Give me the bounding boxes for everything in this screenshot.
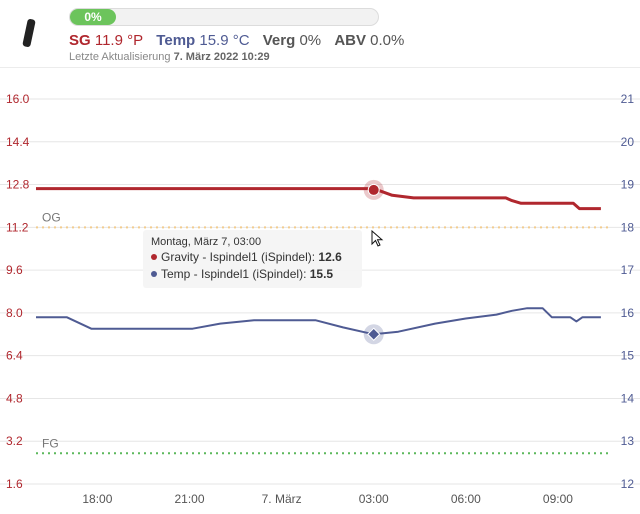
fermentation-progress-bar: 0% (69, 8, 379, 26)
y-right-tick-label: 13 (621, 434, 635, 448)
y-left-tick-label: 1.6 (6, 477, 23, 491)
tooltip-row-temp: Temp - Ispindel1 (iSpindel): 15.5 (151, 267, 333, 281)
y-left-tick-label: 16.0 (6, 92, 30, 106)
y-left-tick-label: 6.4 (6, 349, 23, 363)
y-left-tick-label: 14.4 (6, 135, 30, 149)
chart-tooltip: Montag, März 7, 03:00 Gravity - Ispindel… (143, 230, 362, 288)
stat-abv: ABV 0.0% (334, 32, 405, 49)
y-right-tick-label: 19 (621, 178, 635, 192)
tooltip-title: Montag, März 7, 03:00 (151, 236, 262, 248)
x-tick-label: 18:00 (82, 492, 112, 506)
temp-series-line (36, 307, 601, 336)
x-tick-label: 06:00 (451, 492, 481, 506)
stats-line: SG 11.9 °P Temp 15.9 °C Verg 0% ABV 0.0% (69, 32, 413, 49)
y-left-tick-label: 8.0 (6, 306, 23, 320)
hydrometer-icon (22, 19, 36, 47)
last-updated: Letzte Aktualisierung 7. März 2022 10:29 (69, 51, 270, 63)
y-left-tick-label: 3.2 (6, 434, 23, 448)
x-tick-label: 09:00 (543, 492, 573, 506)
x-tick-label: 03:00 (359, 492, 389, 506)
reference-label-fg: FG (42, 436, 59, 450)
status-header: 0% SG 11.9 °P Temp 15.9 °C Verg 0% ABV 0… (0, 0, 640, 66)
x-tick-label: 21:00 (174, 492, 204, 506)
header-divider (0, 67, 640, 68)
tooltip-row-gravity: Gravity - Ispindel1 (iSpindel): 12.6 (151, 250, 342, 264)
stat-verg: Verg 0% (262, 32, 322, 49)
y-left-tick-label: 11.2 (6, 220, 29, 234)
mouse-pointer-icon (371, 230, 384, 247)
y-right-tick-label: 14 (621, 391, 635, 405)
x-tick-label: 7. März (262, 492, 302, 506)
gravity-highlight-point (367, 183, 380, 196)
temp-highlight-point (367, 327, 381, 341)
progress-label: 0% (84, 10, 102, 24)
y-left-tick-label: 4.8 (6, 391, 23, 405)
temp-dot-icon (151, 271, 157, 277)
y-left-tick-label: 9.6 (6, 263, 23, 277)
gravity-series-line (36, 187, 601, 211)
y-right-tick-label: 20 (621, 135, 635, 149)
last-updated-label: Letzte Aktualisierung (69, 51, 171, 63)
last-updated-value: 7. März 2022 10:29 (173, 51, 270, 63)
y-right-tick-label: 15 (621, 349, 635, 363)
stat-sg: SG 11.9 °P (69, 32, 144, 49)
y-left-tick-label: 12.8 (6, 178, 30, 192)
y-right-tick-label: 16 (621, 306, 635, 320)
gravity-dot-icon (151, 254, 157, 260)
y-right-tick-label: 12 (621, 477, 635, 491)
reference-label-og: OG (42, 210, 61, 224)
y-right-tick-label: 21 (621, 92, 635, 106)
y-right-tick-label: 18 (621, 220, 635, 234)
y-right-tick-label: 17 (621, 263, 635, 277)
fermentation-chart[interactable]: 16.0 21 14.4 20 12.8 19 11.2 18 9.6 17 8.0 16 6.4 15 4… (0, 68, 640, 514)
progress-fill (70, 9, 116, 25)
stat-temp: Temp 15.9 °C (156, 32, 250, 49)
